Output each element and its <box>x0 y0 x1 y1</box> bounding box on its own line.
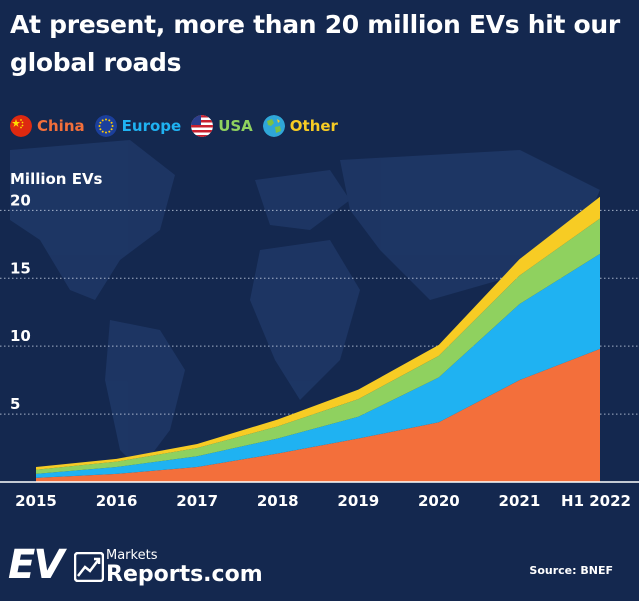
china-flag-icon <box>10 115 32 137</box>
legend-item-other: Other <box>262 115 338 137</box>
x-tick-label-2017: 2017 <box>176 492 218 510</box>
stacked-area-chart: 5 10 15 20 2015 2016 2017 2018 2019 2020 2021 H1 20… <box>0 191 639 510</box>
legend-label-other: Other <box>289 117 338 135</box>
eu-flag-icon <box>94 115 117 137</box>
y-tick-label-5: 5 <box>10 395 20 413</box>
legend-label-china: China <box>37 117 85 135</box>
y-axis-label: Million EVs <box>10 170 103 188</box>
usa-flag-icon <box>191 115 214 137</box>
x-tick-label-2019: 2019 <box>337 492 379 510</box>
legend: China Europe USA <box>10 114 338 138</box>
x-tick-label-2015: 2015 <box>15 492 57 510</box>
x-tick-label-2018: 2018 <box>257 492 299 510</box>
x-tick-label-2020: 2020 <box>418 492 460 510</box>
area-series-europe <box>36 253 600 478</box>
chart-title: At present, more than 20 million EVs hit… <box>10 10 620 77</box>
globe-icon <box>262 115 285 137</box>
evmarketsreports-logo: EV Markets Reports.com <box>8 542 268 592</box>
logo-markets-text: Markets <box>106 548 158 563</box>
legend-label-usa: USA <box>218 117 253 135</box>
x-tick-label-2016: 2016 <box>96 492 138 510</box>
legend-label-europe: Europe <box>121 117 182 135</box>
chart-trend-icon <box>74 552 104 582</box>
area-series-usa <box>36 218 600 474</box>
x-tick-label-2021: 2021 <box>499 492 541 510</box>
legend-item-europe: Europe <box>94 115 182 137</box>
legend-item-china: China <box>10 115 85 137</box>
legend-item-usa: USA <box>191 115 253 137</box>
source-note: Source: BNEF <box>529 564 613 577</box>
logo-reports-text: Reports.com <box>106 562 263 587</box>
y-tick-label-15: 15 <box>10 259 31 277</box>
y-tick-label-20: 20 <box>10 191 31 209</box>
logo-ev-text: EV <box>8 542 64 588</box>
y-tick-label-10: 10 <box>10 327 31 345</box>
x-tick-label-h1-2022: H1 2022 <box>561 492 631 510</box>
area-series-china <box>36 348 600 482</box>
